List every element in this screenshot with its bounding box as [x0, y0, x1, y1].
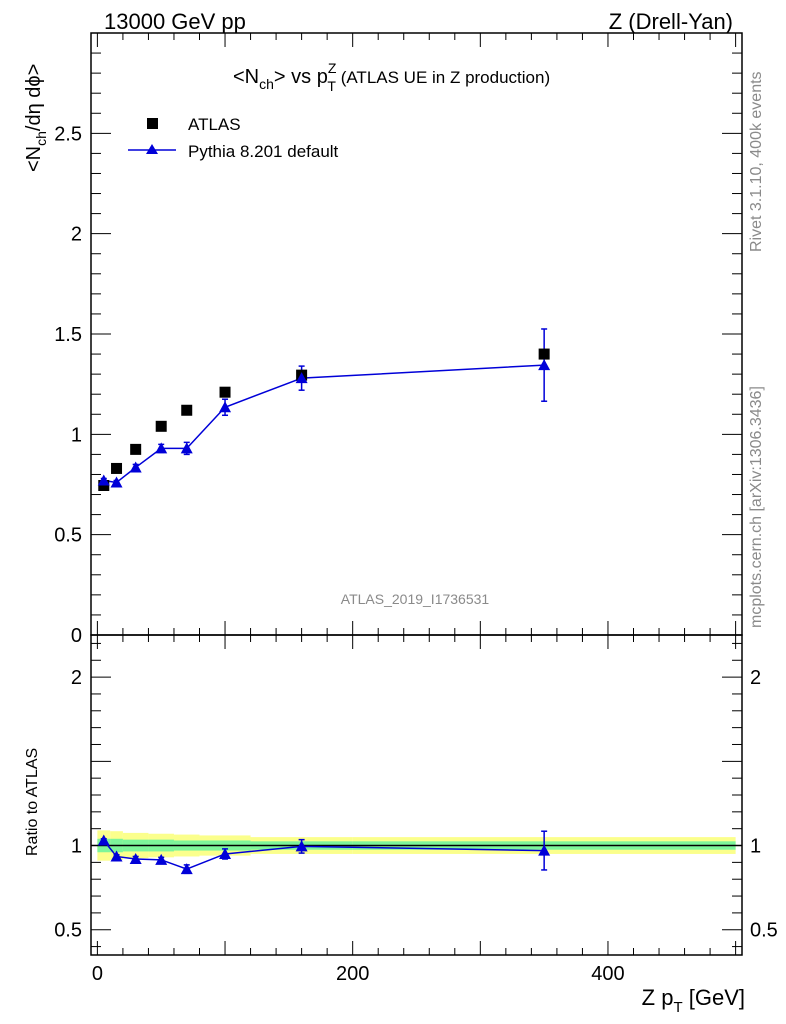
legend-pythia-marker	[146, 144, 158, 154]
x-tick-label: 0	[92, 963, 103, 985]
atlas-data-point	[98, 480, 110, 492]
ratio-y-tick-label-right: 2	[750, 667, 761, 689]
rivet-version-label: Rivet 3.1.10, 400k events	[748, 71, 765, 252]
ratio-plot-panel: 0 200 400 0.5 0.5 1 1 2 2	[54, 634, 778, 985]
main-y-tick-label: 1	[71, 424, 82, 446]
atlas-data-point	[538, 348, 550, 360]
xlabel-sub-a: T	[673, 999, 682, 1016]
atlas-data-point	[111, 462, 123, 474]
x-axis-label: Z pT [GeV]	[642, 985, 745, 1016]
atlas-data-point	[181, 404, 193, 416]
ratio-data-point	[110, 850, 123, 862]
pythia-data-point	[180, 442, 193, 454]
ratio-data-point	[129, 853, 142, 864]
ratio-y-tick-label-left: 2	[71, 667, 82, 689]
atlas-data-point	[155, 420, 167, 432]
pythia-data-point	[295, 372, 308, 384]
ratio-data-layer	[91, 830, 742, 875]
title-sub-b: T	[327, 78, 336, 94]
ratio-y-tick-label-right: 1	[750, 836, 761, 858]
pythia-data-point	[538, 359, 551, 371]
ratio-plot-frame	[90, 634, 743, 956]
ylabel-sub-a: ch	[33, 131, 49, 146]
main-plot-title: <Nch> vs pZ T (ATLAS UE in Z production)	[233, 60, 550, 94]
ylabel-part-a: <N	[23, 146, 45, 172]
pythia-data-point	[155, 442, 168, 454]
main-y-tick-labels: 0 0.5 1 1.5 2 2.5	[54, 123, 82, 647]
main-y-tick-label: 0	[71, 625, 82, 647]
main-y-tick-label: 2.5	[54, 123, 82, 145]
main-y-tick-label: 0.5	[54, 525, 82, 547]
main-axis-ticks	[91, 32, 742, 636]
ratio-tick-labels: 0 200 400 0.5 0.5 1 1 2 2	[54, 667, 778, 985]
title-part-c: (ATLAS UE in Z production)	[336, 68, 550, 87]
legend-atlas-marker	[147, 118, 158, 129]
main-data-layer	[97, 328, 551, 492]
pythia-data-point	[219, 401, 232, 413]
header-right-label: Z (Drell-Yan)	[609, 9, 733, 34]
main-y-axis-label: <Nch/dη dϕ>	[23, 64, 49, 172]
ratio-data-point	[180, 863, 193, 875]
ratio-data-point	[155, 853, 168, 865]
legend: ATLAS Pythia 8.201 default	[128, 115, 339, 161]
ratio-y-tick-label-left: 0.5	[54, 920, 82, 942]
title-part-b: > vs p	[274, 66, 328, 88]
title-sup-b: Z	[328, 60, 337, 76]
pythia-data-point	[110, 476, 123, 488]
ratio-axis-ticks	[91, 635, 742, 955]
ratio-y-tick-label-left: 1	[71, 836, 82, 858]
x-tick-label: 200	[336, 963, 369, 985]
mcplots-label: mcplots.cern.ch [arXiv:1306.3436]	[748, 386, 765, 628]
x-tick-label: 400	[591, 963, 624, 985]
legend-pythia-label: Pythia 8.201 default	[188, 142, 339, 161]
ratio-data-point	[97, 834, 110, 846]
xlabel-part-a: Z p	[642, 985, 674, 1010]
atlas-data-point	[219, 386, 231, 398]
main-y-tick-label: 2	[71, 224, 82, 246]
pythia-data-point	[97, 474, 110, 486]
ratio-data-point	[295, 840, 308, 852]
atlas-data-point	[130, 443, 142, 455]
pythia-data-point	[129, 461, 142, 473]
title-sub-a: ch	[259, 76, 274, 92]
ratio-y-tick-label-right: 0.5	[750, 920, 778, 942]
title-part-a: <N	[233, 66, 259, 88]
analysis-watermark: ATLAS_2019_I1736531	[341, 591, 490, 607]
legend-atlas-label: ATLAS	[188, 115, 241, 134]
ylabel-part-b: /dη dϕ>	[23, 64, 45, 131]
ratio-y-axis-label: Ratio to ATLAS	[24, 748, 41, 856]
header-left-label: 13000 GeV pp	[104, 9, 246, 34]
xlabel-part-b: [GeV]	[683, 985, 745, 1010]
main-y-tick-label: 1.5	[54, 324, 82, 346]
ratio-data-point	[538, 844, 551, 856]
pythia-line	[103, 364, 545, 484]
ratio-data-point	[219, 847, 232, 859]
